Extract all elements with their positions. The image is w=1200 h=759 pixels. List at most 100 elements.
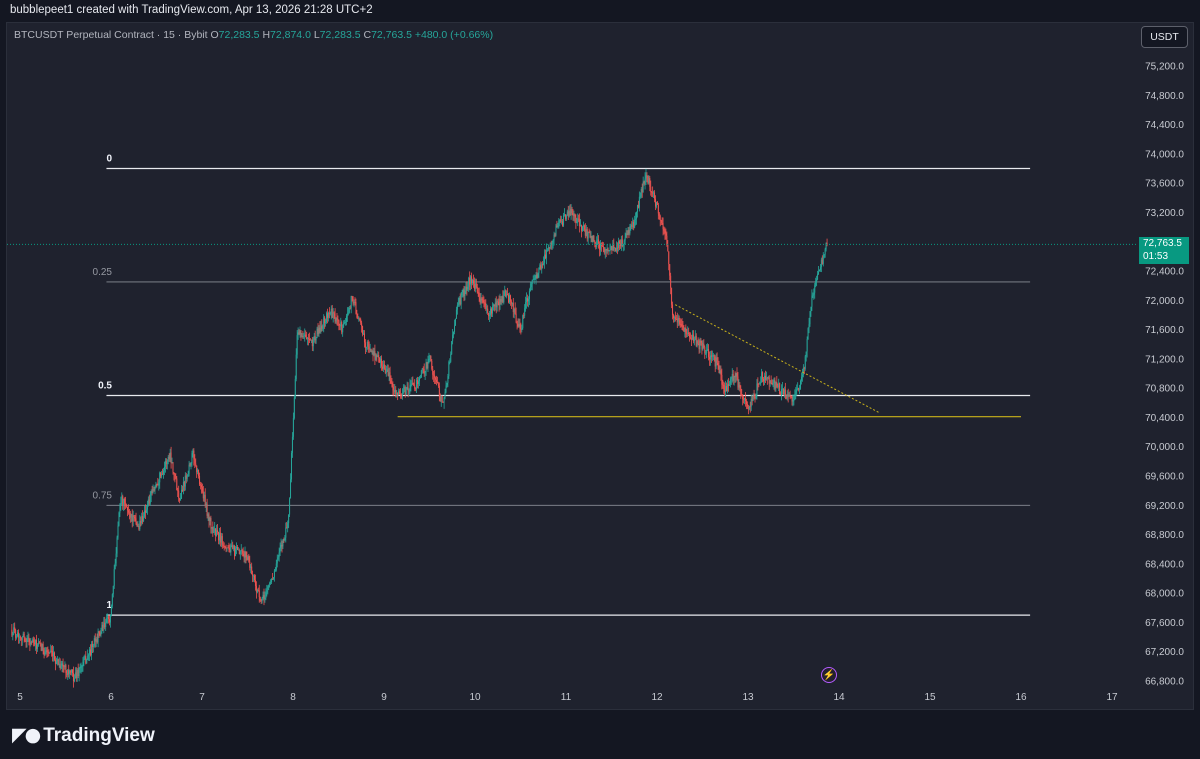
candle-body: [184, 475, 186, 487]
candle-body: [551, 242, 553, 245]
candle-body: [213, 531, 215, 533]
candle-body: [548, 247, 550, 249]
candle-body: [416, 380, 418, 390]
candle-body: [782, 388, 784, 390]
candle-body: [577, 218, 579, 221]
close-value: 72,763.5: [371, 29, 412, 41]
candle-body: [430, 355, 432, 362]
currency-button[interactable]: USDT: [1141, 26, 1188, 48]
candle-body: [75, 672, 77, 679]
candle-body: [328, 312, 330, 314]
candle-body: [66, 673, 68, 676]
candle-body: [406, 386, 408, 390]
candle-body: [762, 372, 764, 379]
candle-body: [405, 389, 407, 395]
candle-body: [177, 490, 179, 492]
candle-body: [255, 585, 257, 593]
candle-body: [535, 274, 537, 279]
candle-body: [601, 245, 603, 247]
candle-body: [814, 285, 816, 293]
candle-body: [593, 235, 595, 242]
candle-body: [478, 292, 480, 298]
candle-body: [605, 249, 607, 251]
candle-body: [142, 516, 144, 522]
candle-body: [240, 550, 242, 552]
candle-body: [305, 334, 307, 338]
candle-body: [123, 499, 125, 505]
candle-body: [187, 473, 189, 477]
candle-body: [679, 320, 681, 325]
candle-body: [503, 291, 505, 303]
candle-body: [369, 348, 371, 350]
candle-body: [11, 629, 13, 636]
candle-body: [108, 618, 110, 623]
candle-body: [278, 552, 280, 558]
fib-level-label: 1: [106, 600, 112, 611]
candle-body: [136, 523, 138, 527]
candle-body: [120, 502, 122, 505]
candle-body: [800, 376, 802, 381]
candle-body: [389, 372, 391, 381]
candle-body: [793, 399, 795, 401]
candle-body: [556, 225, 558, 228]
candle-body: [265, 592, 267, 599]
candle-body: [634, 219, 636, 228]
candle-body: [709, 355, 711, 360]
candle-body: [445, 385, 447, 393]
candle-body: [769, 380, 771, 384]
candle-body: [553, 234, 555, 241]
time-tick-label: 10: [469, 692, 481, 703]
candle-body: [449, 361, 451, 363]
candle-body: [111, 594, 113, 607]
candle-body: [72, 673, 74, 682]
candle-body: [90, 649, 92, 656]
candle-body: [475, 283, 477, 288]
candle-body: [509, 295, 511, 303]
candle-body: [681, 324, 683, 327]
candle-body: [621, 239, 623, 247]
lightning-bolt-icon[interactable]: ⚡: [821, 667, 837, 683]
tradingview-logo[interactable]: ◤● TradingView: [12, 724, 155, 747]
candle-body: [301, 336, 303, 337]
candle-body: [774, 380, 776, 389]
price-tick-label: 68,800.0: [1145, 530, 1184, 541]
price-tick-label: 67,600.0: [1145, 618, 1184, 629]
candle-body: [453, 331, 455, 335]
candle-body: [176, 478, 178, 491]
candle-body: [574, 214, 576, 218]
candle-body: [552, 240, 554, 243]
candle-body: [346, 313, 348, 316]
candle-body: [714, 356, 716, 367]
chart-frame: [6, 22, 1194, 710]
candle-body: [12, 633, 14, 636]
candle-body: [94, 638, 96, 642]
candle-body: [290, 479, 292, 499]
candle-body: [106, 618, 108, 623]
candle-body: [703, 343, 705, 348]
candle-body: [135, 518, 137, 524]
candle-body: [272, 579, 274, 580]
candle-body: [329, 313, 331, 315]
candle-body: [809, 311, 811, 325]
candle-body: [320, 325, 322, 332]
candle-body: [470, 276, 472, 285]
candle-body: [119, 504, 121, 513]
candle-body: [275, 563, 277, 570]
candle-body: [53, 652, 55, 657]
candle-body: [397, 392, 399, 396]
candle-body: [813, 292, 815, 295]
candle-body: [428, 358, 430, 360]
candle-body: [295, 354, 297, 380]
candle-body: [183, 481, 185, 487]
candle-body: [105, 622, 107, 627]
candle-body: [442, 401, 444, 403]
candle-body: [326, 313, 328, 322]
candle-body: [539, 265, 541, 268]
candle-body: [666, 235, 668, 245]
candle-body: [575, 217, 577, 223]
candle-body: [121, 496, 123, 503]
time-tick-label: 16: [1015, 692, 1027, 703]
candle-body: [180, 498, 182, 501]
candle-body: [116, 537, 118, 554]
